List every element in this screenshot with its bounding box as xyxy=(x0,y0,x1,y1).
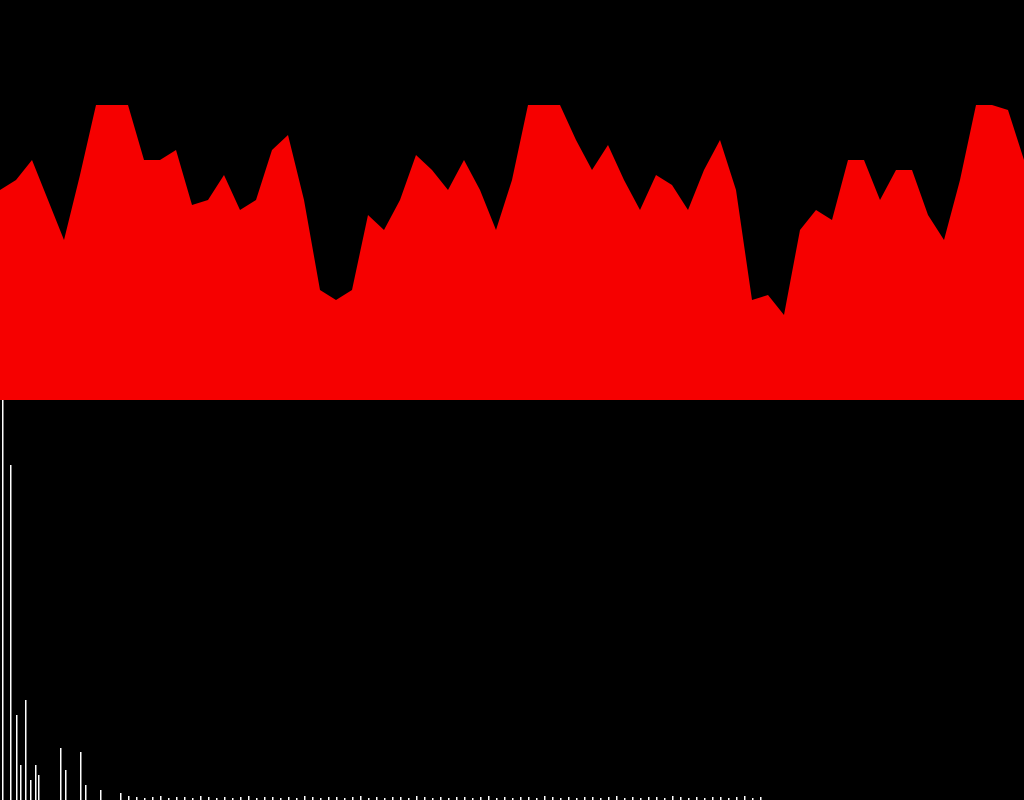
spectrum-bar xyxy=(35,765,37,800)
spectrum-bar xyxy=(416,796,418,800)
spectrum-bar xyxy=(520,797,522,800)
spectrum-bar xyxy=(632,797,634,800)
spectrum-bar xyxy=(336,797,338,800)
spectrum-bar xyxy=(656,797,658,800)
spectrum-bar xyxy=(38,775,40,800)
spectrum-bar xyxy=(552,797,554,800)
spectrum-bar xyxy=(288,797,290,800)
spectrum-bar xyxy=(480,797,482,800)
spectrum-bar xyxy=(576,798,578,800)
spectrum-bar xyxy=(352,797,354,800)
spectrum-bar xyxy=(272,797,274,800)
spectrum-bar xyxy=(80,752,82,800)
spectrum-bar xyxy=(472,798,474,800)
spectrum-bar xyxy=(584,797,586,800)
spectrum-bar xyxy=(464,797,466,800)
spectrum-bar xyxy=(536,798,538,800)
spectrum-bar xyxy=(240,797,242,800)
spectrum-bar xyxy=(248,796,250,800)
spectrum-bar xyxy=(680,797,682,800)
spectrum-bar xyxy=(432,798,434,800)
spectrum-bar xyxy=(560,798,562,800)
spectrum-bar xyxy=(25,700,27,800)
spectrum-bar xyxy=(128,796,130,800)
spectrum-bar xyxy=(256,798,258,800)
spectrum-bar xyxy=(624,798,626,800)
spectrum-bar xyxy=(320,798,322,800)
waveform-area xyxy=(0,105,1024,400)
spectrum-bar xyxy=(176,797,178,800)
spectrum-bar xyxy=(696,797,698,800)
spectrum-bar xyxy=(672,796,674,800)
spectrum-bar xyxy=(344,798,346,800)
spectrum-bar xyxy=(16,715,18,800)
spectrum-bar xyxy=(136,797,138,800)
spectrum-bar xyxy=(120,793,122,800)
spectrum-bar xyxy=(168,798,170,800)
spectrum-bar xyxy=(384,798,386,800)
spectrum-bar xyxy=(85,785,87,800)
spectrum-bar xyxy=(192,798,194,800)
spectrum-bar xyxy=(65,770,67,800)
spectrum-bar xyxy=(184,797,186,800)
spectrum-bar xyxy=(744,796,746,800)
spectrum-bar xyxy=(224,797,226,800)
spectrum-bar xyxy=(280,798,282,800)
spectrum-bar xyxy=(10,465,12,800)
spectrum-bar xyxy=(328,797,330,800)
spectrum-bar xyxy=(688,798,690,800)
spectrum-bar xyxy=(144,798,146,800)
spectrum-bar xyxy=(20,765,22,800)
spectrum-bar xyxy=(448,798,450,800)
spectrum-bar xyxy=(440,797,442,800)
spectrum-bar xyxy=(392,797,394,800)
spectrum-bar xyxy=(648,797,650,800)
spectrum-bar xyxy=(720,797,722,800)
spectrum-bar xyxy=(752,798,754,800)
spectrum-bar xyxy=(2,400,4,800)
spectrum-bar xyxy=(512,798,514,800)
spectrum-bar xyxy=(60,748,62,800)
spectrum-bar xyxy=(232,798,234,800)
spectrum-bar xyxy=(712,797,714,800)
spectrum-bar xyxy=(496,798,498,800)
spectrum-bar xyxy=(360,796,362,800)
spectrum-bar xyxy=(200,796,202,800)
spectrum-bar xyxy=(408,798,410,800)
spectrum-bar xyxy=(456,797,458,800)
spectrum-bar xyxy=(608,797,610,800)
spectrum-bar xyxy=(264,797,266,800)
spectrum-bar xyxy=(312,797,314,800)
spectrum-bar xyxy=(592,797,594,800)
spectrum-bar xyxy=(152,797,154,800)
spectrum-bar xyxy=(640,798,642,800)
spectrum-bar xyxy=(600,798,602,800)
spectrum-bar xyxy=(704,798,706,800)
spectrum-bar xyxy=(296,798,298,800)
spectrum-bar xyxy=(400,797,402,800)
spectrum-bar xyxy=(208,797,210,800)
spectrum-bar xyxy=(160,796,162,800)
spectrum-bar xyxy=(368,798,370,800)
spectrum-bar xyxy=(304,796,306,800)
spectrum-bar xyxy=(664,798,666,800)
spectrum-bar xyxy=(528,797,530,800)
spectrum-bar xyxy=(216,798,218,800)
spectrum-bar xyxy=(760,797,762,800)
spectrum-bar xyxy=(728,798,730,800)
spectrum-bar xyxy=(100,790,102,800)
spectrum-bar xyxy=(568,797,570,800)
spectrum-bar xyxy=(544,796,546,800)
spectrum-bar xyxy=(504,797,506,800)
spectrum-bar xyxy=(616,796,618,800)
spectrum-bar xyxy=(424,797,426,800)
spectrum-bar xyxy=(736,797,738,800)
spectrum-bar xyxy=(376,797,378,800)
spectrum-bar xyxy=(488,796,490,800)
spectrum-bar xyxy=(30,780,32,800)
